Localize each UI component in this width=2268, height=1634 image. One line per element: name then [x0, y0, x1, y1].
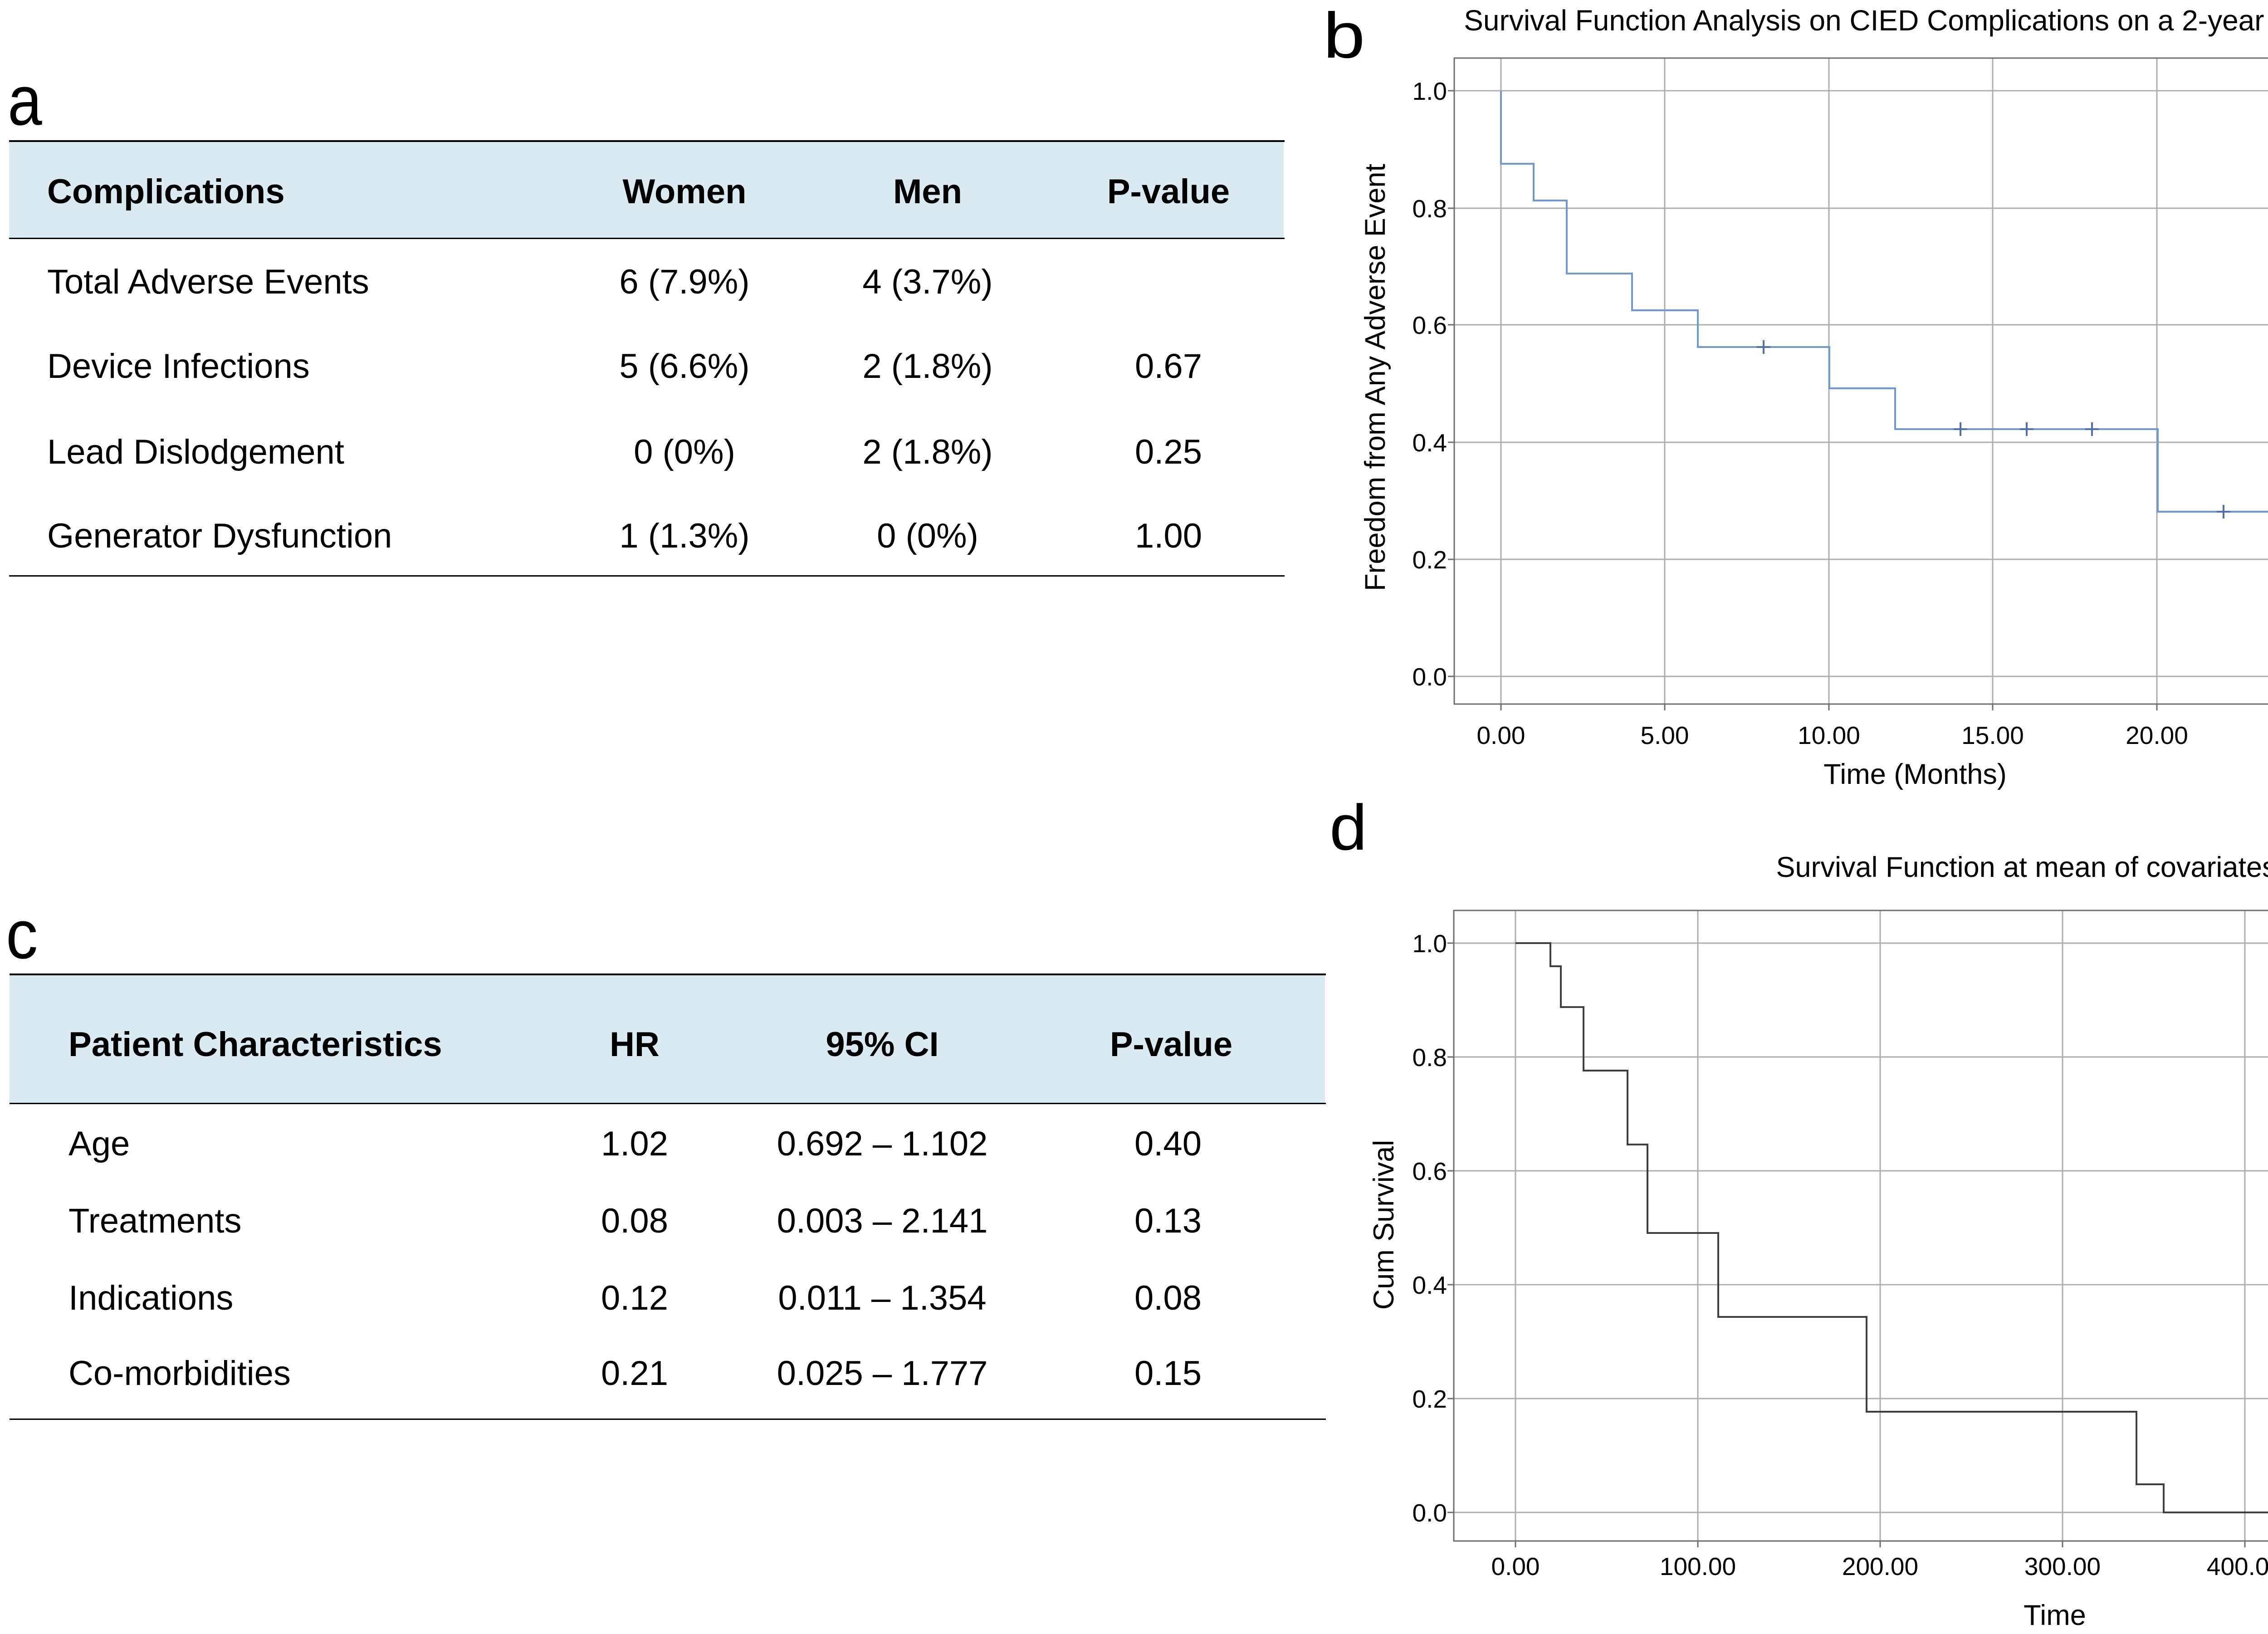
svg-text:Cum Survival: Cum Survival	[1368, 1140, 1400, 1310]
svg-text:0.6: 0.6	[1413, 311, 1447, 339]
svg-text:0.8: 0.8	[1413, 1043, 1447, 1071]
svg-text:300.00: 300.00	[2024, 1552, 2101, 1580]
svg-text:0.00: 0.00	[1491, 1552, 1540, 1580]
svg-text:Freedom from Any Adverse Event: Freedom from Any Adverse Event	[1359, 164, 1391, 591]
svg-text:20.00: 20.00	[2126, 721, 2188, 749]
svg-text:400.00: 400.00	[2207, 1552, 2268, 1580]
svg-text:100.00: 100.00	[1660, 1552, 1736, 1580]
svg-text:1.0: 1.0	[1413, 77, 1447, 105]
svg-text:0.8: 0.8	[1413, 195, 1447, 223]
svg-text:0.2: 0.2	[1413, 546, 1447, 574]
svg-text:Survival Function Analysis on: Survival Function Analysis on CIED Compl…	[1464, 4, 2268, 37]
svg-text:5.00: 5.00	[1640, 721, 1689, 749]
svg-text:0.4: 0.4	[1413, 1271, 1447, 1299]
svg-text:10.00: 10.00	[1798, 721, 1860, 749]
svg-text:Survival Function at mean of c: Survival Function at mean of covariates	[1776, 851, 2268, 883]
svg-text:Time: Time	[2024, 1600, 2086, 1631]
svg-text:200.00: 200.00	[1842, 1552, 1918, 1580]
svg-text:Time (Months): Time (Months)	[1823, 758, 2007, 790]
svg-text:0.0: 0.0	[1413, 663, 1447, 691]
svg-text:0.6: 0.6	[1413, 1157, 1447, 1185]
svg-text:0.00: 0.00	[1476, 721, 1525, 749]
svg-text:15.00: 15.00	[1961, 721, 2024, 749]
svg-text:0.4: 0.4	[1413, 429, 1447, 457]
svg-text:1.0: 1.0	[1413, 930, 1447, 958]
svg-text:0.2: 0.2	[1413, 1385, 1447, 1413]
svg-text:0.0: 0.0	[1413, 1499, 1447, 1527]
